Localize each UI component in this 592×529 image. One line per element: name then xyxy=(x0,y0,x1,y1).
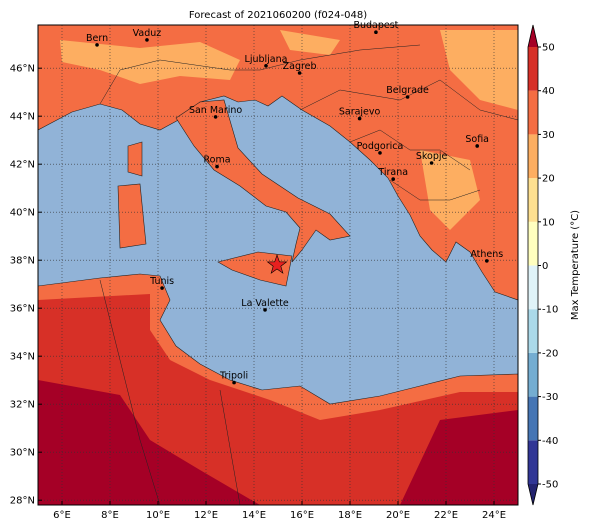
y-tick-label: 36°N xyxy=(10,304,35,315)
city-label: Podgorica xyxy=(357,141,404,152)
city-label: Roma xyxy=(204,155,231,166)
y-tick-label: 34°N xyxy=(10,352,35,363)
colorbar-tick-label: -20 xyxy=(542,348,558,359)
city-dot xyxy=(264,64,268,68)
colorbar-bin xyxy=(528,309,538,353)
city-dot xyxy=(297,71,302,75)
colorbar-bin xyxy=(528,396,538,441)
x-tick-label: 6°E xyxy=(53,510,71,521)
colorbar-under xyxy=(528,484,538,505)
city-dot xyxy=(405,95,410,99)
y-tick-label: 42°N xyxy=(10,160,35,171)
city-dot xyxy=(232,380,236,385)
city-dot xyxy=(95,43,99,47)
colorbar-tick-label: 0 xyxy=(542,261,548,272)
colorbar-bin xyxy=(528,221,538,266)
city-dot xyxy=(475,144,480,148)
city-dot xyxy=(378,151,382,155)
x-tick-label: 24°E xyxy=(482,510,506,521)
city-dot xyxy=(485,259,489,263)
forecast-marker xyxy=(266,254,288,274)
city-dot xyxy=(429,161,434,165)
colorbar: -50 -40 -30 -20 -10 0 10 20 30 40 50 xyxy=(527,24,558,506)
colorbar-over xyxy=(528,25,538,47)
city-label: Belgrade xyxy=(386,85,429,96)
x-tick-label: 14°E xyxy=(242,510,266,521)
city-label: Ljubljana xyxy=(245,54,288,65)
africa-hottest xyxy=(38,380,518,505)
x-tick-label: 16°E xyxy=(290,510,314,521)
city-dot xyxy=(160,286,164,290)
y-tick-label: 44°N xyxy=(10,112,35,123)
colorbar-bin xyxy=(528,47,538,91)
colorbar-tick-label: 20 xyxy=(542,174,555,185)
colorbar-bin xyxy=(528,90,538,135)
city-label: Athens xyxy=(470,249,503,260)
map-frame xyxy=(37,24,519,506)
y-tick-label: 40°N xyxy=(10,208,35,219)
city-label: Tunis xyxy=(149,276,174,287)
colorbar-tick-label: 10 xyxy=(542,217,555,228)
colorbar-tick-label: 30 xyxy=(542,130,555,141)
sardinia xyxy=(117,183,147,249)
city-label: Skopje xyxy=(416,151,448,162)
y-tick-label: 30°N xyxy=(10,448,35,459)
city-label: Tripoli xyxy=(219,371,248,382)
colorbar-bin xyxy=(528,352,538,397)
colorbar-tick-label: 40 xyxy=(542,86,555,97)
city-label: Zagreb xyxy=(283,61,317,72)
alps-cool xyxy=(60,30,518,230)
y-tick-label: 32°N xyxy=(10,400,35,411)
x-tick-label: 12°E xyxy=(194,510,218,521)
italy xyxy=(175,99,351,263)
city-label: San Marino xyxy=(189,105,242,116)
city-label: Tirana xyxy=(377,167,408,178)
colorbar-tick-label: -50 xyxy=(542,480,558,491)
city-dot xyxy=(357,116,362,121)
x-tick-label: 8°E xyxy=(101,510,119,521)
colorbar-label: Max Temperature (°C) xyxy=(570,210,581,320)
city-dot xyxy=(263,308,267,312)
colorbar-bin xyxy=(528,265,538,310)
x-tick-label: 10°E xyxy=(146,510,170,521)
y-tick-label: 38°N xyxy=(10,256,35,267)
colorbar-tick-label: 50 xyxy=(542,43,555,54)
city-label: Sofia xyxy=(465,134,489,145)
city-dot xyxy=(145,38,149,42)
colorbar-bin xyxy=(528,134,538,179)
map-title: Forecast of 2021060200 (f024-048) xyxy=(189,10,367,21)
map-layers xyxy=(38,25,518,505)
city-dot xyxy=(213,115,218,119)
colorbar-tick-label: -40 xyxy=(542,436,558,447)
city-dot xyxy=(391,177,396,181)
borders xyxy=(99,44,518,505)
colorbar-tick-label: -10 xyxy=(542,305,558,316)
x-tick-label: 18°E xyxy=(338,510,362,521)
y-tick-label: 46°N xyxy=(10,64,35,75)
city-label: Budapest xyxy=(353,20,398,31)
x-tick-label: 22°E xyxy=(434,510,458,521)
y-tick-label: 28°N xyxy=(10,496,35,507)
city-label: La Valette xyxy=(241,298,289,309)
city-label: Bern xyxy=(86,33,108,44)
colorbar-tick-label: -30 xyxy=(542,392,558,403)
city-dot xyxy=(374,30,378,34)
colorbar-bin xyxy=(528,178,538,222)
city-label: Vaduz xyxy=(133,28,162,39)
x-tick-label: 20°E xyxy=(386,510,410,521)
corsica xyxy=(127,141,143,177)
city-dot xyxy=(215,164,219,169)
city-label: Sarajevo xyxy=(339,107,381,118)
europe-land xyxy=(38,25,518,301)
colorbar-bin xyxy=(528,440,538,484)
